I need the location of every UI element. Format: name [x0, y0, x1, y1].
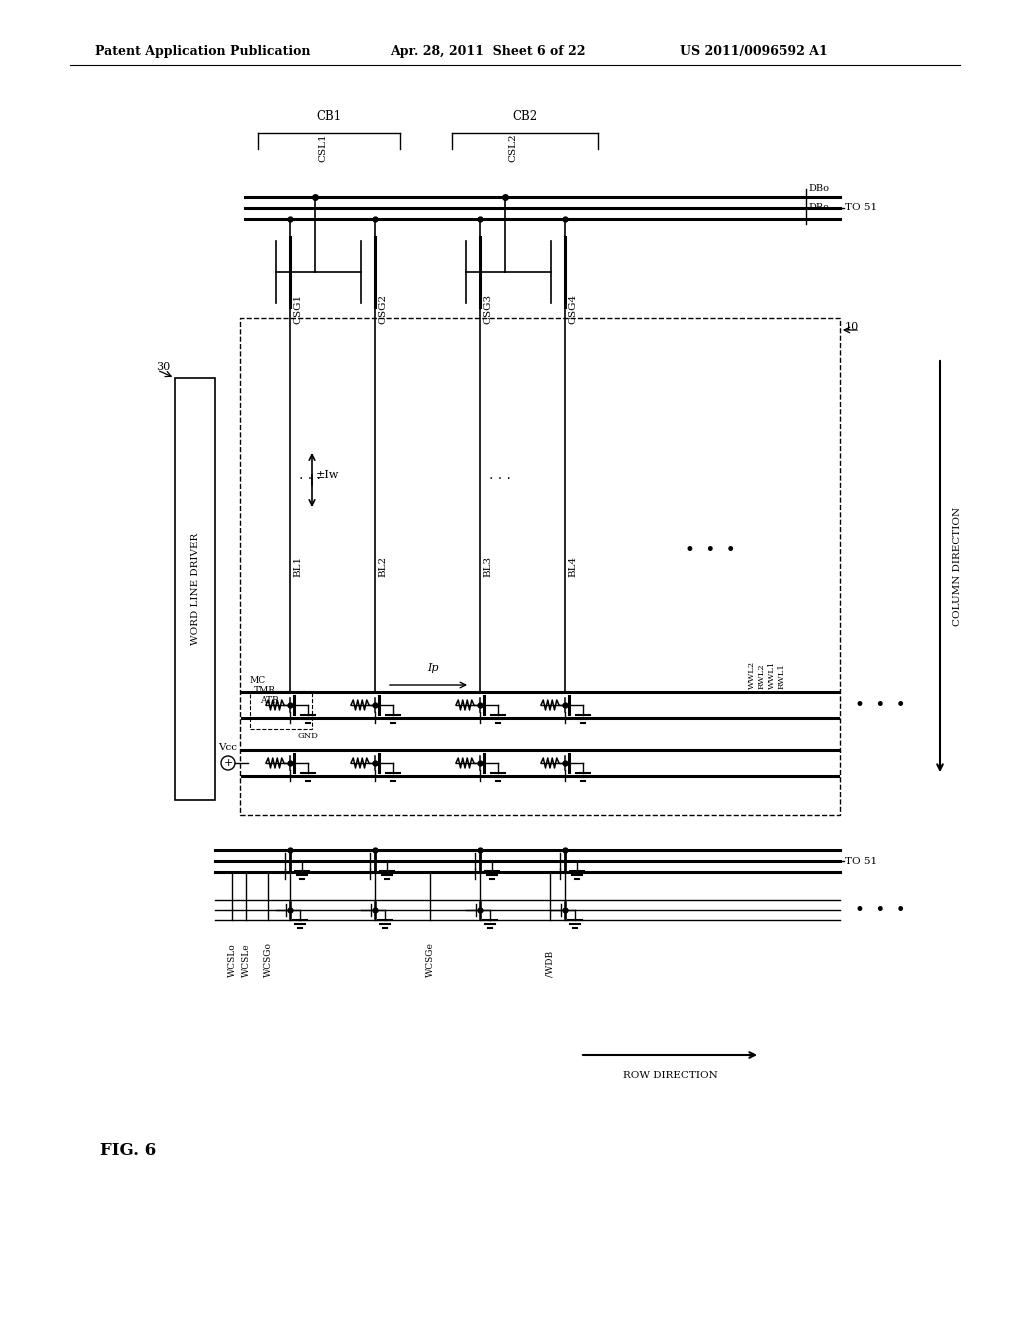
Text: CB1: CB1 — [316, 110, 342, 123]
Bar — [250, 690, 312, 729]
Text: BL1: BL1 — [293, 556, 302, 577]
Text: WCSLe: WCSLe — [242, 944, 251, 977]
Text: COLUMN DIRECTION: COLUMN DIRECTION — [953, 507, 963, 626]
Text: WWL2: WWL2 — [748, 661, 756, 689]
Text: Patent Application Publication: Patent Application Publication — [95, 45, 310, 58]
Text: WCSLo: WCSLo — [227, 944, 237, 977]
Text: CSG3: CSG3 — [483, 294, 492, 323]
Text: BL2: BL2 — [378, 556, 387, 577]
Text: TO 51: TO 51 — [845, 857, 878, 866]
Text: CSG4: CSG4 — [568, 294, 577, 323]
Text: DBo: DBo — [808, 183, 829, 193]
Text: •  •  •: • • • — [855, 902, 905, 919]
Bar — [240, 318, 840, 814]
Text: DBe: DBe — [808, 203, 828, 213]
Text: WCSGe: WCSGe — [426, 942, 434, 977]
Text: . . .: . . . — [489, 469, 511, 482]
Text: TO 51: TO 51 — [845, 203, 878, 213]
Text: WCSGo: WCSGo — [263, 942, 272, 977]
Text: 30: 30 — [156, 362, 170, 372]
Text: •  •  •: • • • — [685, 541, 735, 558]
Text: Apr. 28, 2011  Sheet 6 of 22: Apr. 28, 2011 Sheet 6 of 22 — [390, 45, 586, 58]
Text: +: + — [223, 758, 232, 768]
Text: CSG1: CSG1 — [293, 294, 302, 323]
Text: . . .: . . . — [299, 469, 321, 482]
Text: RWL1: RWL1 — [778, 663, 786, 689]
Text: BL3: BL3 — [483, 556, 492, 577]
Text: CSL1: CSL1 — [318, 133, 327, 162]
Text: WWL1: WWL1 — [768, 661, 776, 689]
Text: Ip: Ip — [427, 663, 438, 673]
Text: ROW DIRECTION: ROW DIRECTION — [623, 1071, 718, 1080]
Text: BL4: BL4 — [568, 556, 577, 577]
Text: MC: MC — [250, 676, 266, 685]
Text: •  •  •: • • • — [855, 696, 905, 714]
Text: FIG. 6: FIG. 6 — [100, 1142, 157, 1159]
Text: GND: GND — [298, 733, 318, 741]
Text: ±Iw: ±Iw — [316, 470, 339, 480]
Text: Vcc: Vcc — [218, 742, 238, 751]
Text: CB2: CB2 — [512, 110, 538, 123]
Text: 10: 10 — [845, 322, 859, 333]
Text: CSL2: CSL2 — [508, 133, 517, 162]
Text: US 2011/0096592 A1: US 2011/0096592 A1 — [680, 45, 827, 58]
Text: /WDB: /WDB — [546, 950, 555, 977]
Text: CSG2: CSG2 — [378, 294, 387, 323]
Bar — [175, 378, 215, 800]
Text: TMR: TMR — [254, 686, 276, 696]
Text: ATR: ATR — [260, 696, 279, 705]
Text: WORD LINE DRIVER: WORD LINE DRIVER — [190, 533, 200, 645]
Text: RWL2: RWL2 — [758, 664, 766, 689]
